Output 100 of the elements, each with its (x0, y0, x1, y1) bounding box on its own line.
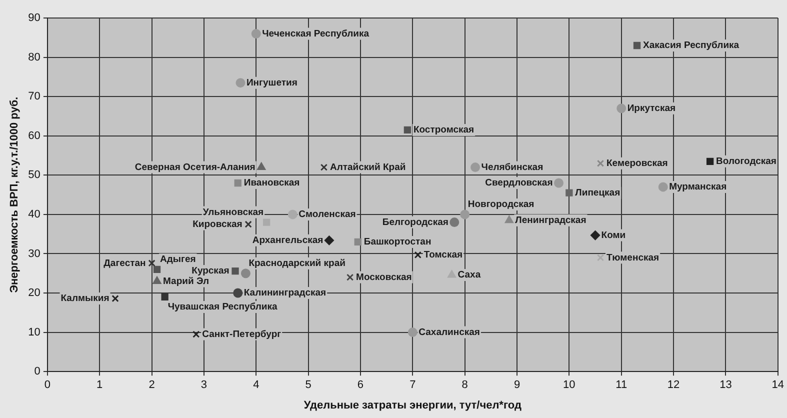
x-tick-label: 4 (253, 379, 260, 392)
x-tick-label: 3 (200, 379, 208, 392)
point (192, 330, 200, 338)
x-tick-label: 2 (148, 379, 155, 392)
series-label: Мурманская (669, 182, 727, 193)
point (236, 78, 246, 88)
point (320, 164, 328, 171)
point (288, 210, 298, 220)
point (324, 236, 334, 246)
series-label: Коми (601, 230, 626, 241)
series-label: Калмыкия (60, 293, 110, 304)
x-tick-label: 6 (357, 379, 364, 392)
point (346, 274, 354, 281)
series-label: Архангельская (252, 235, 324, 246)
y-tick-label: 20 (28, 287, 40, 300)
series-label: Кемеровская (606, 158, 668, 169)
point (244, 220, 252, 228)
point (596, 160, 604, 167)
point (450, 218, 460, 228)
x-tick-label: 7 (410, 379, 416, 392)
y-tick-label: 50 (28, 169, 40, 182)
series-label: Курская (192, 266, 230, 277)
x-tick-label: 12 (667, 379, 680, 392)
y-tick-label: 30 (28, 248, 40, 260)
series-label: Челябинская (481, 162, 544, 173)
y-axis-title: Энергоемкость ВРП, кг.у.т./1000 руб. (8, 96, 21, 293)
point (404, 126, 412, 134)
point (153, 266, 161, 274)
series-label: Костромская (413, 124, 474, 136)
y-tick-label: 0 (34, 366, 40, 378)
point (408, 328, 418, 338)
point (470, 162, 480, 172)
series-label: Ленинградская (515, 214, 586, 226)
x-tick-label: 5 (305, 379, 312, 392)
point (448, 270, 456, 278)
point (658, 182, 668, 192)
x-axis-title: Удельные затраты энергии, тут/чел*год (304, 399, 522, 412)
x-tick-label: 14 (772, 379, 784, 392)
series-label: Чувашская Республика (168, 302, 278, 313)
series-label: Башкортостан (364, 236, 432, 248)
y-tick-label: 40 (28, 208, 40, 220)
x-tick-label: 10 (563, 379, 576, 392)
point (148, 260, 156, 267)
series-label: Ингушетия (246, 77, 298, 88)
point (152, 276, 162, 284)
point (234, 179, 242, 187)
series-label: Марий Эл (163, 276, 209, 287)
series-label: Дагестан (104, 258, 146, 269)
series-label: Московская (356, 272, 412, 283)
point (161, 293, 168, 301)
point (504, 216, 514, 224)
series-label: Кировская (192, 218, 242, 230)
series-label: Томская (424, 250, 463, 261)
series-label: Липецкая (575, 187, 620, 198)
series-label: Саха (458, 270, 482, 281)
point (354, 238, 362, 246)
point (240, 268, 250, 278)
series-label: Адыгея (160, 254, 196, 266)
point (112, 294, 119, 302)
point (633, 42, 641, 50)
point (596, 254, 604, 262)
series-label: Новгородская (468, 199, 534, 210)
series-label: Калининградская (244, 288, 326, 299)
series-label: Ивановская (244, 178, 300, 189)
x-tick-label: 8 (462, 379, 468, 392)
series-label: Сахалинская (418, 326, 480, 338)
point (706, 158, 714, 165)
point (251, 28, 261, 38)
y-tick-label: 10 (28, 326, 40, 338)
y-tick-label: 90 (28, 12, 40, 24)
y-tick-label: 70 (28, 90, 40, 103)
series-label: Санкт-Петербург (202, 328, 282, 340)
point (616, 104, 626, 114)
series-label: Северная Осетия-Алания (134, 162, 256, 173)
series-label: Иркутская (627, 102, 676, 114)
series-label: Ульяновская (202, 206, 264, 218)
point (590, 230, 600, 240)
point (566, 189, 573, 196)
series-label: Вологодская (716, 156, 776, 168)
y-tick-label: 80 (28, 51, 40, 64)
point (262, 218, 270, 226)
x-tick-label: 13 (720, 379, 732, 392)
point (414, 251, 422, 258)
x-tick-label: 1 (96, 379, 103, 392)
series-label: Смоленская (298, 209, 356, 220)
series-label: Хакасия Республика (643, 40, 740, 52)
series-label: Свердловская (485, 178, 553, 189)
point (233, 288, 243, 298)
series-label: Алтайский Край (330, 162, 406, 173)
series-label: Краснодарский край (248, 258, 346, 270)
x-tick-label: 0 (44, 379, 50, 392)
x-tick-label: 11 (616, 379, 628, 392)
point (554, 178, 564, 188)
point (232, 267, 239, 275)
y-tick-label: 60 (28, 130, 40, 142)
series-label: Белгородская (382, 216, 448, 228)
series-label: Чеченская Республика (262, 28, 370, 40)
series-label: Тюменская (606, 252, 660, 264)
x-tick-label: 9 (514, 379, 520, 392)
point (257, 162, 266, 170)
